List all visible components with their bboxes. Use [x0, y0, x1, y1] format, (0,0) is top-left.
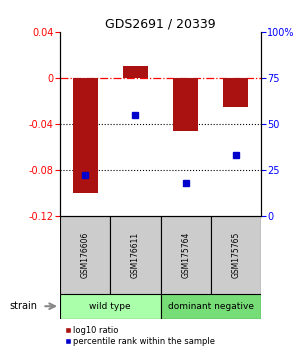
Bar	[123, 67, 148, 78]
Text: dominant negative: dominant negative	[168, 302, 254, 311]
Text: wild type: wild type	[89, 302, 131, 311]
Bar	[211, 216, 261, 294]
Legend: log10 ratio, percentile rank within the sample: log10 ratio, percentile rank within the …	[64, 326, 215, 346]
Bar	[160, 294, 261, 319]
Title: GDS2691 / 20339: GDS2691 / 20339	[105, 18, 216, 31]
Bar	[223, 78, 248, 107]
Bar	[110, 216, 160, 294]
Text: GSM176606: GSM176606	[81, 232, 90, 278]
Bar	[60, 294, 160, 319]
Text: GSM175765: GSM175765	[231, 232, 240, 278]
Text: GSM176611: GSM176611	[131, 232, 140, 278]
Text: GSM175764: GSM175764	[181, 232, 190, 278]
Text: strain: strain	[9, 301, 37, 311]
Bar	[73, 78, 98, 193]
Bar	[173, 78, 198, 131]
Bar	[60, 216, 110, 294]
Bar	[160, 216, 211, 294]
